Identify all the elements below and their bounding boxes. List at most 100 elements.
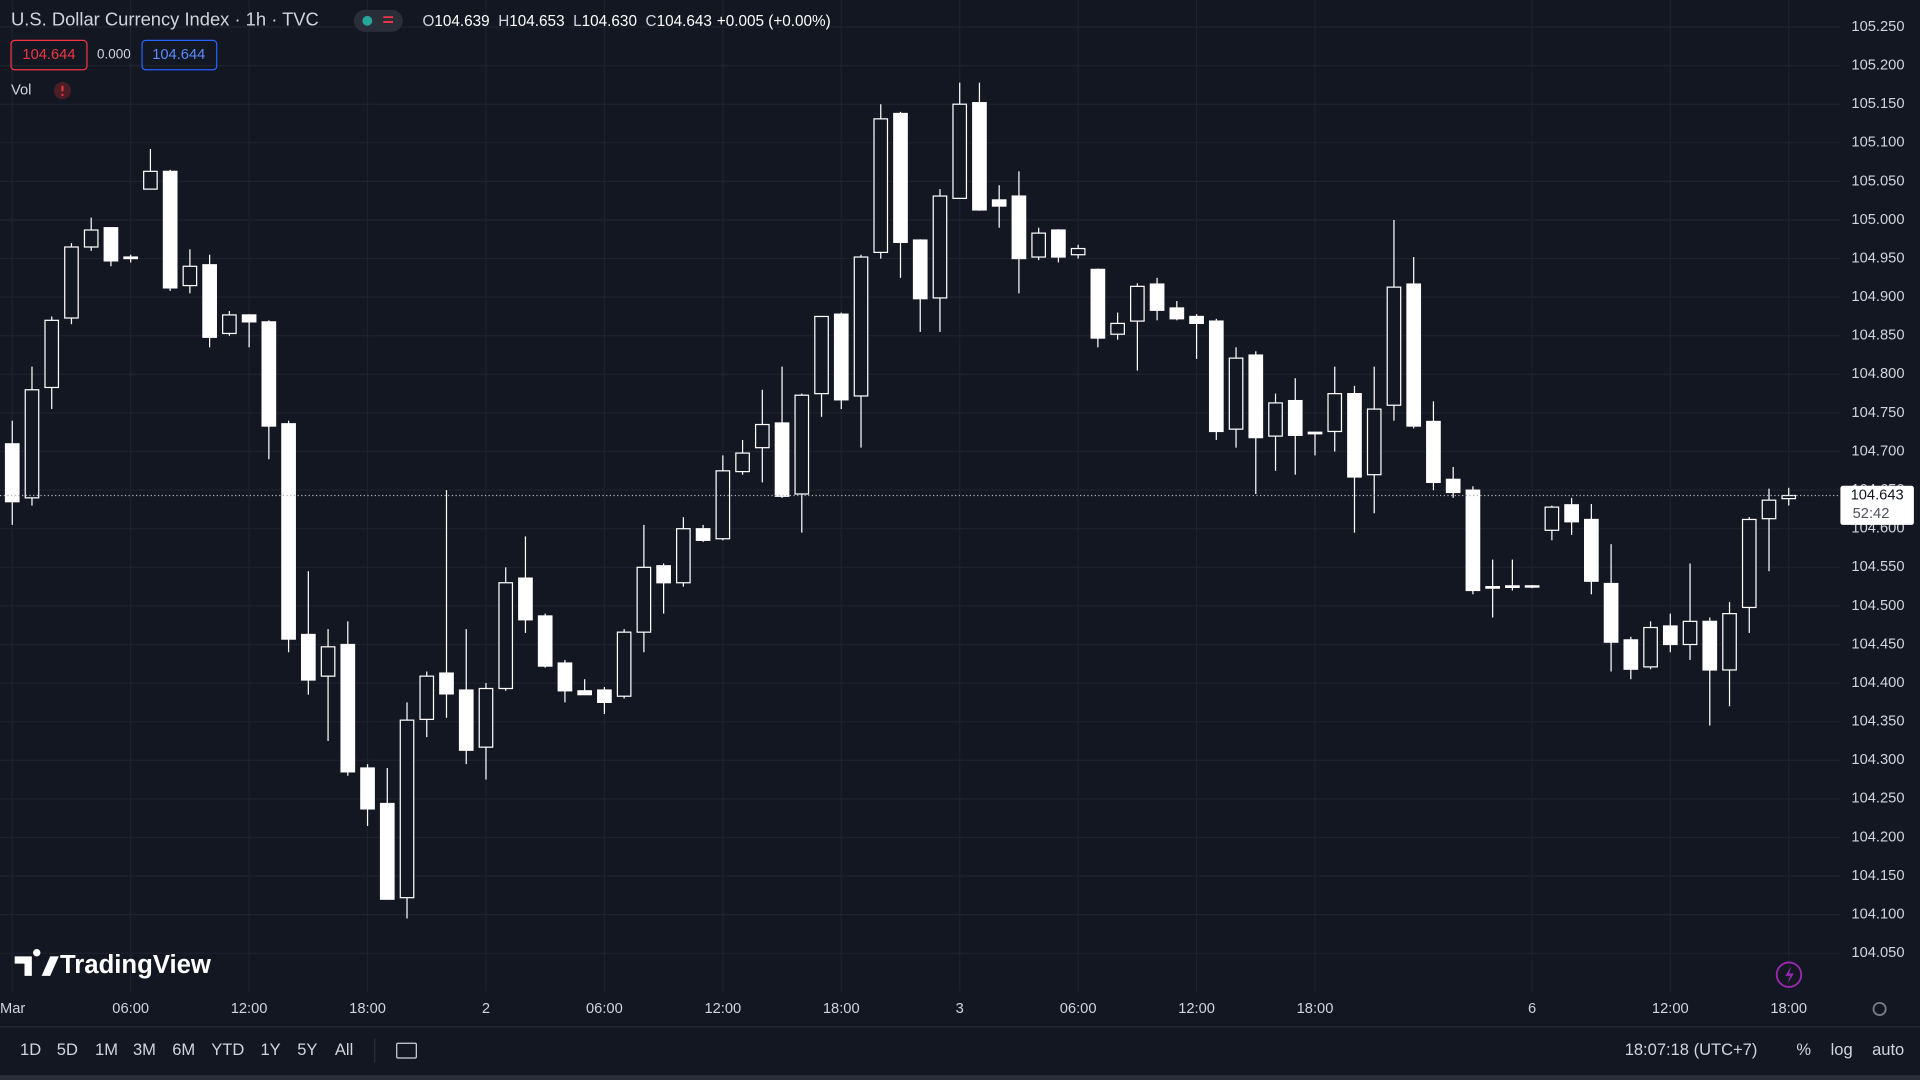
range-button[interactable]: All <box>335 1040 353 1059</box>
candle-body <box>597 689 612 704</box>
y-tick-label: 104.700 <box>1851 443 1904 459</box>
goto-date-button[interactable] <box>396 1042 417 1059</box>
y-tick-label: 104.050 <box>1851 945 1904 961</box>
range-button[interactable]: 1D <box>20 1040 41 1059</box>
clock[interactable]: 18:07:18 (UTC+7) <box>1625 1040 1758 1059</box>
candle-body <box>676 528 691 584</box>
candle-body <box>1761 499 1777 520</box>
countdown: 52:42 <box>1853 506 1890 522</box>
x-tick-label: 18:00 <box>823 1001 860 1017</box>
ohlc-value: 104.639 <box>434 13 489 30</box>
range-button[interactable]: 6M <box>172 1040 195 1059</box>
buy-price[interactable]: 104.644 <box>152 47 205 63</box>
y-tick-label: 104.900 <box>1851 289 1904 305</box>
lightning-button[interactable] <box>1775 961 1803 988</box>
candle-body <box>1130 285 1145 322</box>
x-tick-label: 06:00 <box>586 1001 623 1017</box>
candle-body <box>1169 307 1185 320</box>
ohlc-key: H <box>498 13 509 30</box>
candle-body <box>143 170 158 190</box>
range-button[interactable]: YTD <box>211 1040 244 1059</box>
candle-body <box>1643 626 1658 668</box>
candle-body <box>44 319 60 389</box>
x-tick-label: 18:00 <box>1297 1001 1334 1017</box>
range-button[interactable]: 5D <box>57 1040 78 1059</box>
x-tick-label: 3 <box>956 1001 964 1017</box>
candle-body <box>537 615 553 667</box>
candle-body <box>1090 268 1106 339</box>
candle-body <box>340 643 356 773</box>
candle-body <box>419 675 435 720</box>
candle-body <box>1070 247 1086 256</box>
range-button[interactable]: 3M <box>133 1040 156 1059</box>
range-button[interactable]: 1M <box>95 1040 118 1059</box>
volume-label[interactable]: Vol <box>11 82 31 98</box>
candle-body <box>735 452 750 473</box>
candle-body <box>1248 354 1264 439</box>
candle-body <box>498 582 514 690</box>
y-tick-label: 105.150 <box>1851 96 1904 112</box>
x-tick-label: 06:00 <box>112 1001 149 1017</box>
symbol-title[interactable]: U.S. Dollar Currency Index · 1h · TVC <box>11 9 319 30</box>
sell-price[interactable]: 104.644 <box>22 47 75 63</box>
candle-body <box>83 229 99 248</box>
ohlc-key: C <box>646 13 657 30</box>
candle-body <box>320 646 336 677</box>
candle-body <box>1011 195 1027 260</box>
candle-body <box>222 314 237 335</box>
candle-body <box>261 321 277 427</box>
candle-body <box>281 423 296 640</box>
candle-body <box>1426 420 1441 484</box>
candle-body <box>360 767 375 810</box>
candle-body <box>1603 582 1619 643</box>
buy-box[interactable] <box>141 39 218 71</box>
candle-body <box>1524 585 1540 588</box>
status-pill[interactable] <box>353 9 403 32</box>
candle-body <box>656 565 671 584</box>
candle-body <box>972 102 987 211</box>
candle-body <box>1406 283 1422 427</box>
scale-option[interactable]: log <box>1831 1040 1853 1059</box>
candle-body <box>162 170 178 289</box>
y-tick-label: 104.750 <box>1851 405 1904 421</box>
candle-body <box>814 315 829 395</box>
candle-body <box>893 112 908 243</box>
candle-body <box>695 528 711 541</box>
candle-body <box>64 246 79 319</box>
candle-body <box>399 719 415 899</box>
candle-body <box>1189 315 1204 325</box>
candle-body <box>616 631 632 697</box>
scale-option[interactable]: auto <box>1872 1040 1904 1059</box>
x-tick-label: 12:00 <box>1652 1001 1689 1017</box>
candle-body <box>24 389 40 499</box>
range-button[interactable]: 1Y <box>261 1040 281 1059</box>
candle-body <box>1445 478 1461 494</box>
y-tick-label: 105.250 <box>1851 19 1904 35</box>
x-tick-label: 12:00 <box>1178 1001 1215 1017</box>
scale-option[interactable]: % <box>1796 1040 1811 1059</box>
candle-body <box>1662 625 1678 646</box>
candle-body <box>202 264 217 338</box>
y-tick-label: 104.800 <box>1851 366 1904 382</box>
candle-body <box>1208 320 1224 433</box>
candle-body <box>1307 431 1323 435</box>
candle-body <box>123 256 139 260</box>
y-tick-label: 104.300 <box>1851 752 1904 768</box>
settings-button[interactable] <box>1872 1001 1887 1017</box>
market-open-dot <box>362 15 373 26</box>
range-button[interactable]: 5Y <box>297 1040 317 1059</box>
sell-box[interactable] <box>10 39 88 71</box>
y-tick-label: 105.000 <box>1851 212 1904 228</box>
ohlc-key: O <box>422 13 434 30</box>
ohlc-value: 104.653 <box>509 13 564 30</box>
candle-body <box>952 103 968 199</box>
candle-body <box>1327 393 1343 433</box>
candle-body <box>300 633 316 681</box>
candle-body <box>1228 357 1244 430</box>
x-tick-label: 18:00 <box>1770 1001 1807 1017</box>
candle-body <box>1623 639 1639 670</box>
candle-body <box>1722 613 1737 671</box>
y-tick-label: 105.100 <box>1851 135 1904 151</box>
delay-icon <box>383 16 394 23</box>
